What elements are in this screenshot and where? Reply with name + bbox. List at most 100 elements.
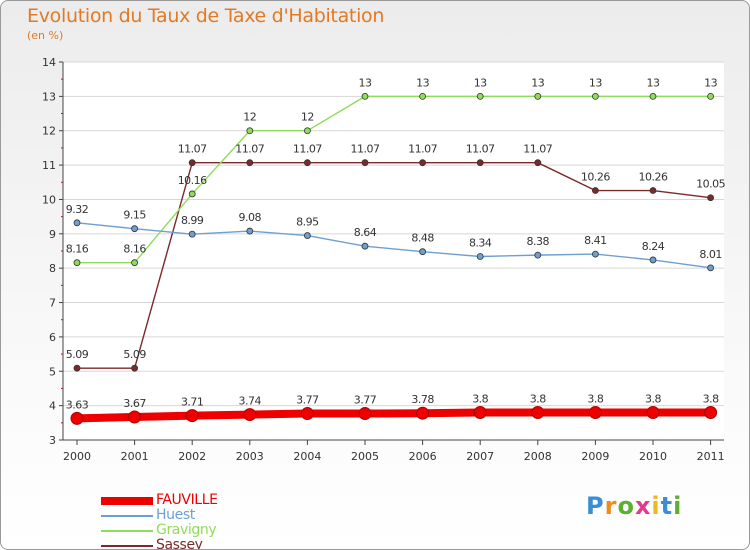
x-tick-label: 2003	[236, 450, 264, 463]
data-point	[246, 159, 254, 167]
data-label: 5.09	[66, 348, 89, 361]
data-point	[70, 411, 84, 425]
x-tick-label: 2011	[697, 450, 725, 463]
data-point	[73, 364, 81, 372]
legend-swatch	[101, 515, 153, 517]
series-line	[76, 222, 712, 269]
plot-area	[63, 62, 724, 440]
data-label: 10.16	[178, 174, 207, 187]
data-point	[592, 250, 599, 258]
data-label: 3.71	[181, 396, 204, 409]
data-point	[476, 92, 484, 100]
data-point	[188, 190, 196, 198]
logo-letter: x	[634, 492, 652, 520]
data-point	[303, 127, 311, 135]
data-label: 11.07	[178, 143, 207, 156]
data-label: 3.8	[703, 393, 719, 406]
y-tick-label: 11	[42, 159, 56, 172]
data-label: 11.07	[523, 143, 552, 156]
legend-label: Huest	[156, 507, 195, 523]
data-point	[185, 409, 199, 423]
data-label: 13	[474, 76, 487, 89]
series-line	[73, 408, 715, 423]
data-point	[73, 259, 81, 267]
series-line	[76, 95, 712, 264]
data-label: 12	[301, 111, 314, 124]
y-tick-label: 9	[49, 228, 56, 241]
data-point	[131, 364, 139, 372]
x-tick-label: 2002	[178, 450, 206, 463]
data-label: 3.8	[587, 393, 603, 406]
x-tick-label: 2000	[63, 450, 91, 463]
data-point	[476, 159, 484, 167]
data-point	[534, 159, 542, 167]
logo-letter: t	[660, 492, 674, 520]
data-point	[131, 259, 139, 267]
data-label: 3.8	[472, 393, 488, 406]
data-label: 11.07	[235, 143, 264, 156]
data-point	[131, 225, 139, 233]
data-point	[73, 219, 81, 227]
data-label: 3.8	[645, 393, 661, 406]
data-label: 8.34	[469, 236, 492, 249]
logo-letter: o	[617, 492, 635, 520]
data-label: 10.26	[639, 171, 668, 184]
data-label: 12	[243, 111, 256, 124]
data-label: 13	[589, 76, 602, 89]
data-point	[649, 256, 657, 264]
x-tick-label: 2001	[121, 450, 149, 463]
y-tick-label: 10	[42, 193, 56, 206]
data-point	[246, 227, 254, 235]
y-tick-label: 6	[49, 331, 56, 344]
chart-title: Evolution du Taux de Taxe d'Habitation	[27, 5, 385, 27]
x-tick-label: 2010	[639, 450, 667, 463]
data-point	[246, 127, 254, 135]
data-point	[476, 253, 484, 260]
data-point	[592, 92, 599, 100]
data-point	[534, 92, 542, 100]
data-point	[361, 159, 369, 167]
legend-label: Gravigny	[156, 522, 217, 538]
grid	[63, 61, 724, 441]
data-label: 11.07	[466, 143, 495, 156]
data-labels: 3.63 3.67 3.71 3.74 3.77 3.77 3.78 3.8 3.8 3.8 3.8…	[66, 76, 726, 411]
data-label: 9.08	[239, 211, 262, 224]
x-tick-label: 2008	[524, 450, 552, 463]
data-point	[300, 407, 314, 421]
data-label: 3.67	[123, 397, 146, 410]
data-label: 11.07	[408, 143, 437, 156]
data-point	[707, 264, 714, 272]
data-point	[649, 187, 657, 194]
data-label: 3.78	[411, 393, 434, 406]
data-label: 10.26	[581, 171, 610, 184]
y-tick-label: 7	[49, 297, 56, 310]
data-label: 9.15	[123, 209, 146, 222]
series-line	[76, 161, 712, 369]
y-tick-label: 5	[49, 365, 56, 378]
data-label: 13	[416, 76, 429, 89]
data-point	[649, 92, 657, 100]
data-label: 13	[531, 76, 544, 89]
data-point	[188, 159, 196, 167]
data-point	[707, 194, 714, 202]
logo-letter: i	[673, 492, 683, 520]
data-label: 5.09	[123, 348, 146, 361]
data-point	[303, 232, 311, 239]
data-label: 8.01	[699, 248, 722, 261]
data-point	[188, 230, 196, 238]
data-point	[646, 406, 660, 420]
data-point	[419, 92, 427, 100]
data-label: 8.16	[66, 243, 89, 256]
legend-swatch	[101, 497, 153, 505]
data-label: 13	[704, 76, 717, 89]
data-label: 8.38	[527, 235, 550, 248]
data-point	[128, 410, 142, 424]
data-label: 3.8	[530, 393, 546, 406]
data-label: 11.07	[351, 143, 380, 156]
proxiti-logo: Proxiti	[586, 492, 682, 520]
y-tick-label: 4	[49, 400, 56, 413]
axes: 3 4 5 6 7 8 9 10 11 12 13 14 2000 2001 2002 2003 2004 200…	[42, 56, 725, 463]
series-fauville	[70, 406, 718, 425]
